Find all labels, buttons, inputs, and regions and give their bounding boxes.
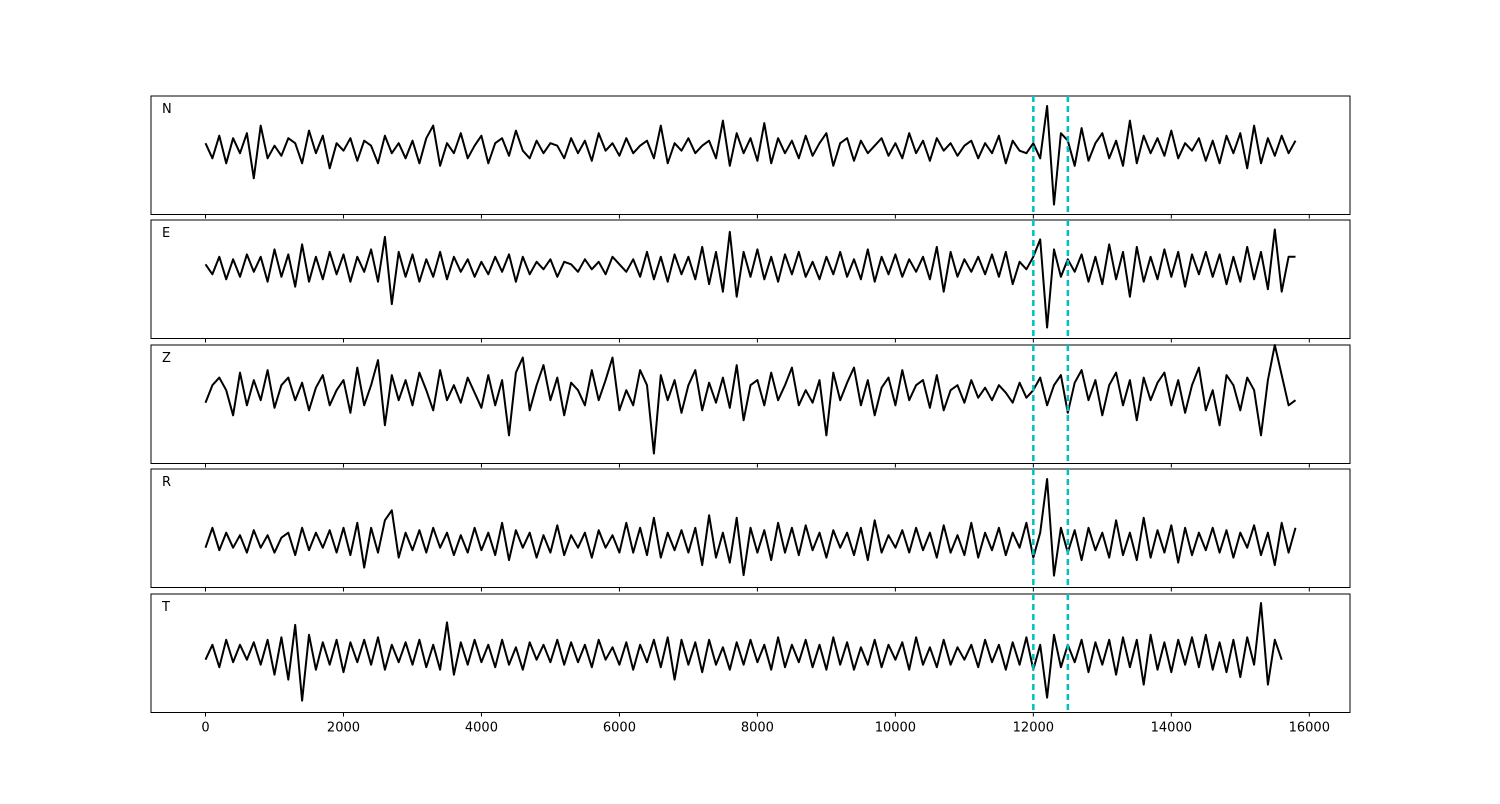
panel-frame xyxy=(150,95,1351,215)
x-tick-label: 10000 xyxy=(875,721,916,736)
x-tick-label: 12000 xyxy=(1013,721,1054,736)
panel-label: E xyxy=(162,226,170,241)
x-tick-label: 2000 xyxy=(327,721,360,736)
panel-label: N xyxy=(162,102,172,117)
x-tick-label: 14000 xyxy=(1151,721,1192,736)
panel-frame xyxy=(150,219,1351,339)
waveform xyxy=(204,344,1297,455)
x-tick-label: 0 xyxy=(201,721,209,736)
panel-label: R xyxy=(162,475,171,490)
panel-frame xyxy=(150,593,1351,713)
x-tick-label: 16000 xyxy=(1289,721,1330,736)
waveform xyxy=(204,105,1297,206)
waveform xyxy=(204,478,1297,577)
panel-frame xyxy=(150,344,1351,464)
panel-label: Z xyxy=(162,351,171,366)
panel-label: T xyxy=(161,600,170,615)
x-tick-label: 4000 xyxy=(465,721,498,736)
panel-frame xyxy=(150,468,1351,588)
waveform xyxy=(204,602,1283,702)
x-tick-label: 8000 xyxy=(741,721,774,736)
waveform xyxy=(204,228,1296,329)
x-tick-label: 6000 xyxy=(603,721,636,736)
